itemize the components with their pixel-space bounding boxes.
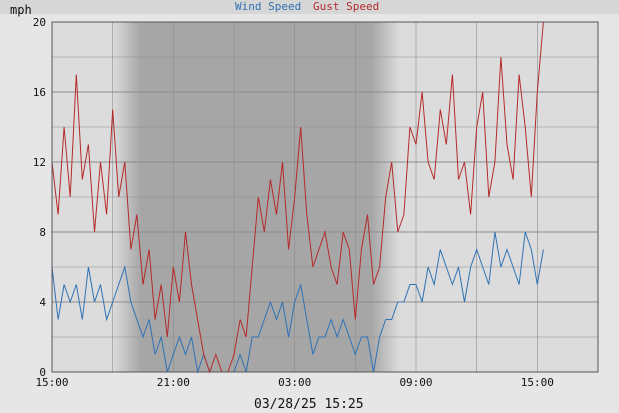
y-axis-ticks: 0 4 8 12 16 20 — [33, 16, 47, 379]
timestamp: 03/28/25 15:25 — [254, 397, 364, 412]
y-tick-label: 20 — [33, 16, 46, 29]
y-axis-label: mph — [10, 3, 32, 17]
x-tick-label: 21:00 — [157, 376, 190, 389]
y-tick-label: 4 — [39, 296, 46, 309]
legend: Wind Speed Gust Speed — [235, 0, 379, 13]
series-line-gust — [51, 21, 544, 374]
y-tick-label: 16 — [33, 86, 46, 99]
y-tick-label: 8 — [39, 226, 46, 239]
x-tick-label: 15:00 — [521, 376, 554, 389]
series — [51, 21, 544, 374]
x-axis-ticks: 15:00 21:00 03:00 09:00 15:00 — [35, 376, 553, 389]
x-tick-label: 03:00 — [278, 376, 311, 389]
x-tick-label: 09:00 — [399, 376, 432, 389]
top-bar — [0, 0, 619, 14]
y-tick-label: 12 — [33, 156, 46, 169]
plot-frame — [51, 21, 599, 373]
legend-wind: Wind Speed — [235, 0, 301, 13]
series-line-wind — [51, 231, 544, 374]
legend-gust: Gust Speed — [313, 0, 379, 13]
y-tick-label: 0 — [39, 366, 46, 379]
x-tick-label: 15:00 — [35, 376, 68, 389]
